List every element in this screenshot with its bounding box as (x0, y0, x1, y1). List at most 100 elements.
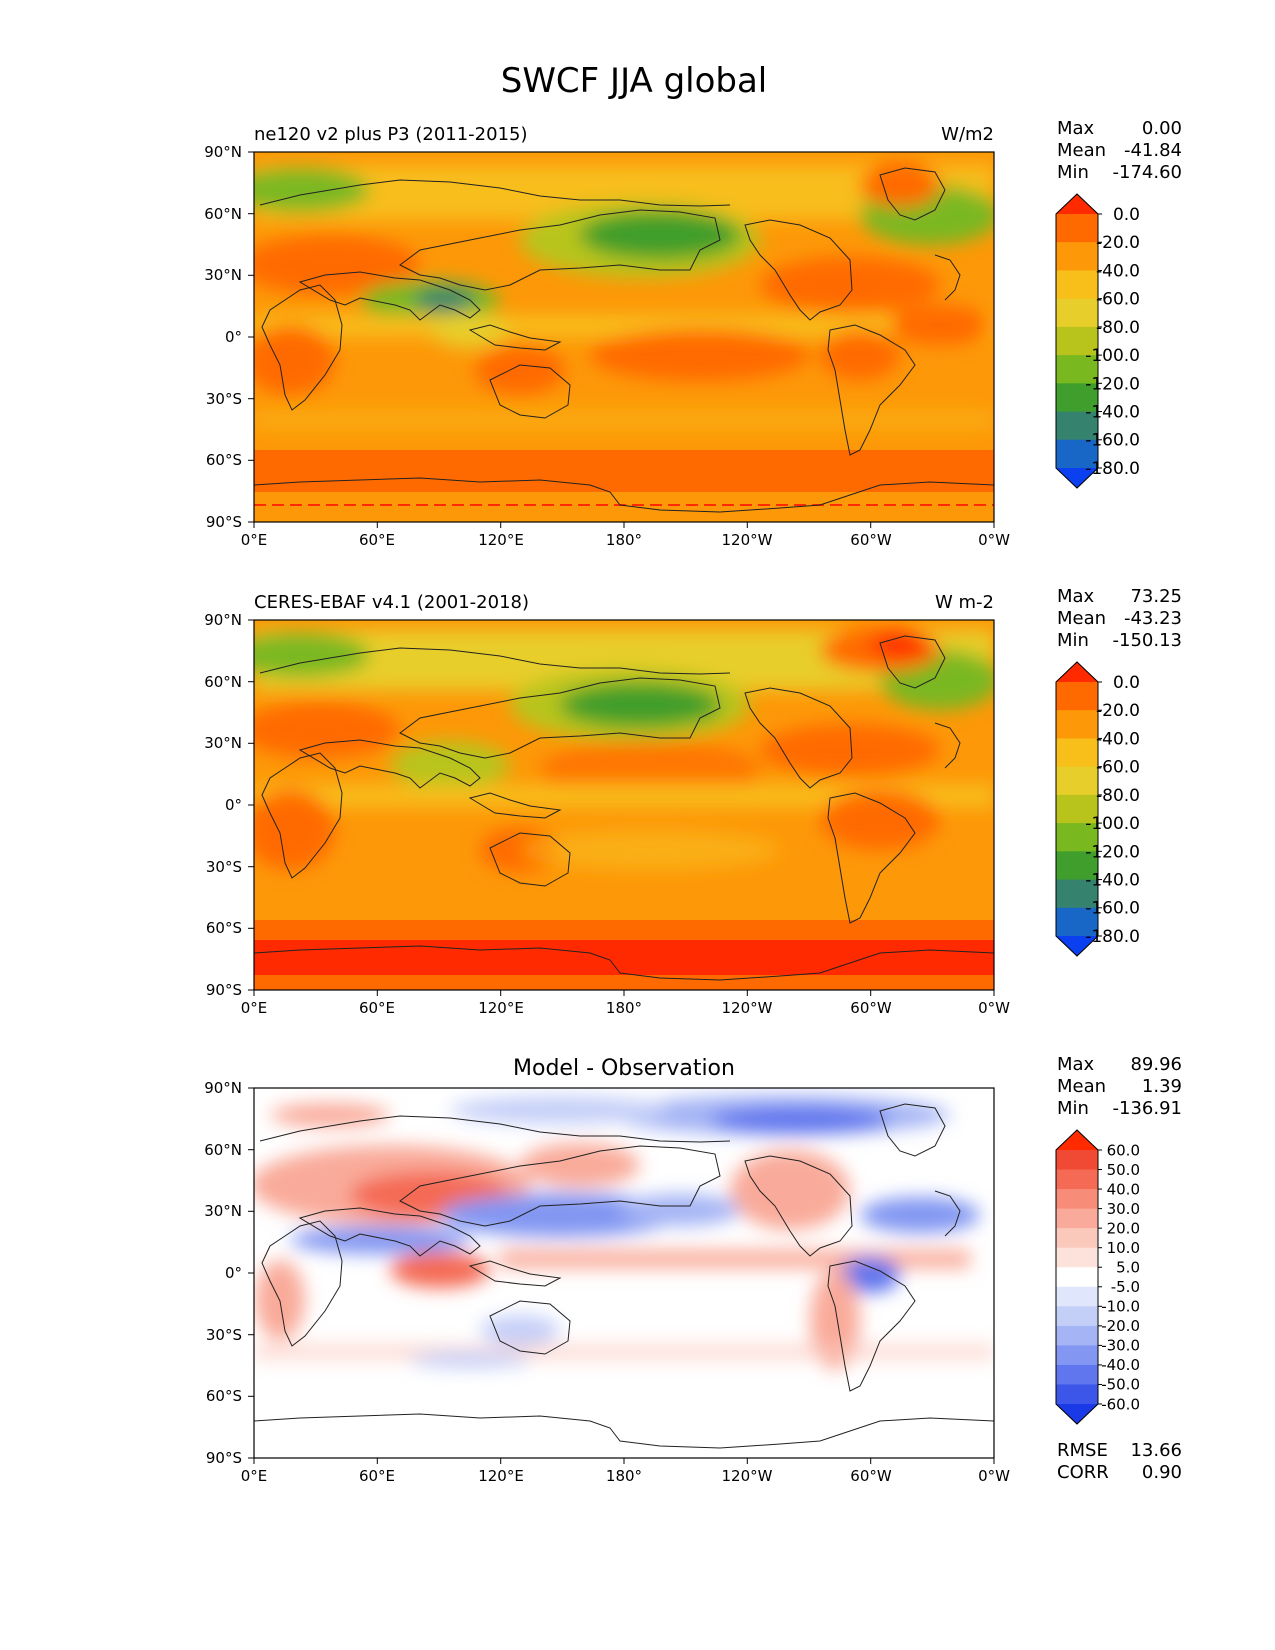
colorbar-segment (1056, 1247, 1098, 1268)
colorbar-label: -60.0 (1096, 290, 1140, 310)
colorbar-segment (1056, 907, 1098, 937)
lat-label: 60°N (204, 673, 242, 691)
colorbar-label: -180.0 (1085, 459, 1140, 479)
panel-difference: Model - Observation (204, 1054, 1182, 1485)
colorbar-label: -120.0 (1085, 842, 1140, 862)
colorbar-label: -140.0 (1085, 403, 1140, 423)
colorbar-segment (1056, 1364, 1098, 1385)
colorbar-extend-bottom (1056, 936, 1098, 956)
colorbar-segment (1056, 1169, 1098, 1190)
lon-label: 60°E (359, 1467, 395, 1485)
colorbar-label: 5.0 (1116, 1258, 1140, 1276)
colorbar-segment (1056, 1286, 1098, 1307)
map-field-model (254, 152, 994, 522)
stat-label: Mean (1057, 1076, 1106, 1097)
colorbar-label: 20.0 (1107, 1219, 1140, 1237)
lon-label: 60°W (850, 1467, 892, 1485)
colorbar-segment (1056, 1384, 1098, 1405)
colorbar-segment (1056, 1189, 1098, 1210)
colorbar-label: -60.0 (1096, 758, 1140, 778)
lat-label: 60°N (204, 205, 242, 223)
panel-model: ne120 v2 plus P3 (2011-2015) W/m2 (204, 118, 1182, 549)
lat-label: 90°N (204, 1079, 242, 1097)
colorbar-segment (1056, 766, 1098, 796)
colorbar-extend-top (1056, 1130, 1098, 1150)
colorbar-extend-top (1056, 194, 1098, 214)
colorbar-segment (1056, 383, 1098, 413)
colorbar-segment (1056, 1345, 1098, 1366)
lon-labels-model: 0°E 60°E 120°E 180° 120°W 60°W 0°W (241, 531, 1010, 549)
lat-label: 90°S (206, 513, 242, 531)
lon-label: 0°E (241, 1467, 268, 1485)
lat-label: 90°N (204, 611, 242, 629)
colorbar-label: -40.0 (1096, 261, 1140, 281)
stat-label: Mean (1057, 608, 1106, 629)
colorbar-segment (1056, 1306, 1098, 1327)
colorbar-label: -100.0 (1085, 814, 1140, 834)
lon-label: 0°W (978, 1467, 1010, 1485)
lat-label: 60°S (206, 919, 242, 937)
colorbar-label: -180.0 (1085, 927, 1140, 947)
colorbar-label: -50.0 (1101, 1376, 1140, 1394)
lat-labels-observation: 90°N 60°N 30°N 0° 30°S 60°S 90°S (204, 611, 242, 999)
panel-title-left: CERES-EBAF v4.1 (2001-2018) (254, 592, 529, 613)
lon-label: 0°E (241, 999, 268, 1017)
colorbar-segment (1056, 439, 1098, 469)
lat-label: 30°S (206, 1326, 242, 1344)
lon-label: 120°W (722, 1467, 773, 1485)
stat-value: -136.91 (1113, 1098, 1182, 1119)
coastlines-observation (254, 635, 994, 981)
stat-label: Max (1057, 586, 1095, 607)
lon-label: 60°W (850, 999, 892, 1017)
stat-value: -150.13 (1113, 630, 1182, 651)
map-field-observation (254, 620, 994, 990)
stats-model: Max 0.00 Mean -41.84 Min -174.60 (1057, 118, 1182, 183)
lat-label: 60°N (204, 1141, 242, 1159)
stat-value: -174.60 (1113, 162, 1182, 183)
lon-labels-difference: 0°E 60°E 120°E 180° 120°W 60°W 0°W (241, 1467, 1010, 1485)
lon-label: 120°E (478, 1467, 524, 1485)
stat-value: -41.84 (1124, 140, 1182, 161)
stat-label: Min (1057, 1098, 1089, 1119)
colorbar-label: 50.0 (1107, 1161, 1140, 1179)
colorbar-label: 60.0 (1107, 1141, 1140, 1159)
colorbar-extend-bottom (1056, 1404, 1098, 1424)
panel-title-center: Model - Observation (513, 1056, 735, 1081)
colorbar-label: -30.0 (1101, 1337, 1140, 1355)
colorbar-label: 40.0 (1107, 1180, 1140, 1198)
colorbar-segment (1056, 355, 1098, 384)
colorbar-label: -140.0 (1085, 871, 1140, 891)
lat-label: 30°S (206, 858, 242, 876)
stat-label: Mean (1057, 140, 1106, 161)
colorbar-label: -80.0 (1096, 318, 1140, 338)
stat-value: 89.96 (1130, 1054, 1182, 1075)
colorbar-label: -120.0 (1085, 374, 1140, 394)
colorbar-label: -40.0 (1096, 729, 1140, 749)
lon-label: 60°W (850, 531, 892, 549)
colorbar-segment (1056, 326, 1098, 356)
colorbar-segment (1056, 214, 1098, 243)
figure-title: SWCF JJA global (501, 61, 768, 101)
colorbar-segment (1056, 738, 1098, 768)
colorbar-segment (1056, 682, 1098, 711)
coastlines-model (254, 167, 994, 513)
stat-label: Min (1057, 630, 1089, 651)
coastlines-difference (254, 1103, 994, 1449)
stats-observation: Max 73.25 Mean -43.23 Min -150.13 (1057, 586, 1182, 651)
colorbar-segment (1056, 1208, 1098, 1229)
lat-label: 0° (225, 1264, 242, 1282)
lon-label: 60°E (359, 531, 395, 549)
stat-value: 1.39 (1142, 1076, 1182, 1097)
colorbar-label: -100.0 (1085, 346, 1140, 366)
stat-value: -43.23 (1124, 608, 1182, 629)
lat-labels-difference: 90°N 60°N 30°N 0° 30°S 60°S 90°S (204, 1079, 242, 1467)
colorbar-segment (1056, 879, 1098, 909)
colorbar-label: -5.0 (1111, 1278, 1140, 1296)
colorbar-label: 0.0 (1113, 205, 1140, 225)
stat-value: 73.25 (1130, 586, 1182, 607)
axis-ticks-observation (248, 619, 995, 996)
lat-label: 30°N (204, 1202, 242, 1220)
lat-label: 0° (225, 796, 242, 814)
lat-label: 60°S (206, 451, 242, 469)
